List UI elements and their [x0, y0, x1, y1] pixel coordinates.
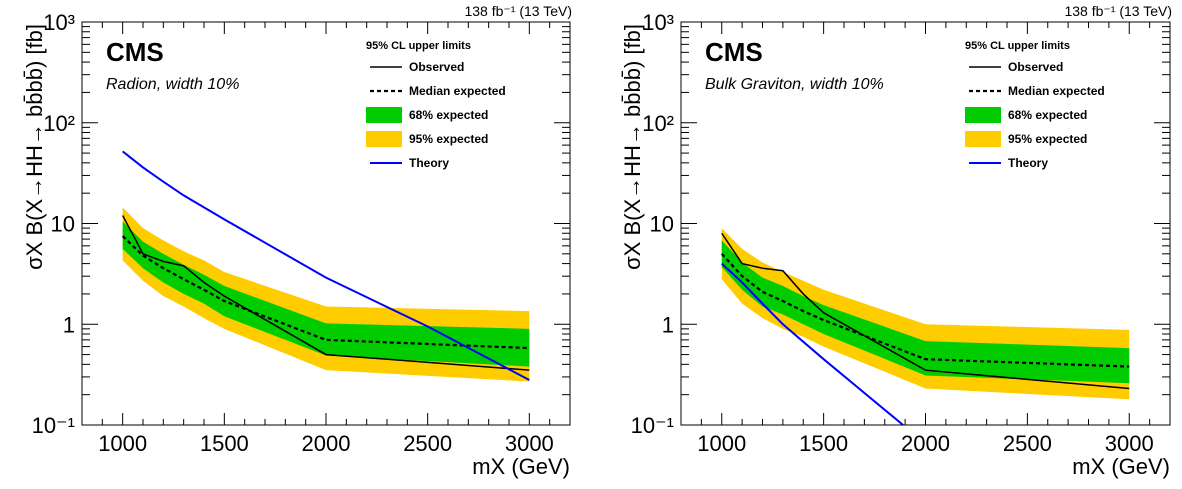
luminosity-label: 138 fb⁻¹ (13 TeV): [1064, 3, 1172, 19]
legend-label: 68% expected: [409, 108, 488, 122]
chart-panel-2: 1000 1500 2000 2500 3000 10⁻¹ 1 10 10² 10³ mX (GeV…: [620, 3, 1172, 479]
x-tick-label: 1500: [200, 431, 249, 456]
band-68-expected: [122, 221, 530, 367]
x-tick-label: 2500: [403, 431, 452, 456]
observed-line: [721, 232, 1130, 390]
plot-area: [720, 228, 1130, 425]
legend-label: Theory: [1008, 156, 1048, 170]
y-tick-label: 10: [51, 212, 75, 237]
plot-area: [121, 150, 530, 382]
x-tick-label: 1000: [98, 431, 147, 456]
y-tick-label: 10²: [642, 111, 674, 136]
theory-line: [122, 150, 530, 381]
y-tick-label: 10²: [43, 111, 75, 136]
y-tick-label: 10: [650, 212, 674, 237]
legend-label: 95% expected: [1008, 132, 1087, 146]
x-tick-label: 1500: [799, 431, 848, 456]
legend: Observed Median expected 68% expected 95% e…: [366, 60, 506, 170]
band-68-expected: [721, 240, 1130, 384]
x-tick-label: 1000: [697, 431, 746, 456]
chart-panel-1: 1000 1500 2000 2500 3000 10⁻¹ 1 10 10² 10³ mX (GeV…: [22, 3, 572, 479]
y-tick-label: 1: [63, 312, 75, 337]
x-tick-label: 2500: [1003, 431, 1052, 456]
y-axis-title: σX B(X→HH→ bb̄bb̄) [fb]: [22, 24, 47, 270]
legend-label: Observed: [1008, 60, 1063, 74]
legend-label: 95% expected: [409, 132, 488, 146]
legend-swatch-95: [366, 131, 402, 147]
model-label: Bulk Graviton, width 10%: [705, 76, 884, 93]
y-axis-title: σX B(X→HH→ bb̄bb̄) [fb]: [620, 24, 645, 270]
x-axis-title: mX (GeV): [1072, 454, 1170, 479]
y-tick-label: 10³: [642, 10, 674, 35]
x-tick-label: 3000: [505, 431, 554, 456]
x-tick-label: 2000: [901, 431, 950, 456]
cms-label: CMS: [106, 37, 164, 67]
legend-header: 95% CL upper limits: [965, 40, 1070, 52]
legend-label: Median expected: [409, 84, 506, 98]
y-tick-label: 10⁻¹: [631, 413, 674, 438]
observed-line: [122, 215, 530, 371]
y-tick-label: 10⁻¹: [32, 413, 75, 438]
model-label: Radion, width 10%: [106, 76, 239, 93]
median-expected-line: [121, 235, 530, 350]
legend-swatch-68: [965, 107, 1001, 123]
luminosity-label: 138 fb⁻¹ (13 TeV): [464, 3, 572, 19]
cms-label: CMS: [705, 37, 763, 67]
x-axis-title: mX (GeV): [472, 454, 570, 479]
legend-label: Median expected: [1008, 84, 1105, 98]
legend-label: Observed: [409, 60, 464, 74]
y-tick-label: 10³: [43, 10, 75, 35]
legend-swatch-95: [965, 131, 1001, 147]
legend-label: Theory: [409, 156, 449, 170]
y-tick-label: 1: [662, 312, 674, 337]
legend-label: 68% expected: [1008, 108, 1087, 122]
legend-header: 95% CL upper limits: [366, 40, 471, 52]
legend: Observed Median expected 68% expected 95% e…: [965, 60, 1105, 170]
x-tick-label: 3000: [1105, 431, 1154, 456]
x-tick-label: 2000: [302, 431, 351, 456]
legend-swatch-68: [366, 107, 402, 123]
theory-line: [721, 262, 904, 425]
